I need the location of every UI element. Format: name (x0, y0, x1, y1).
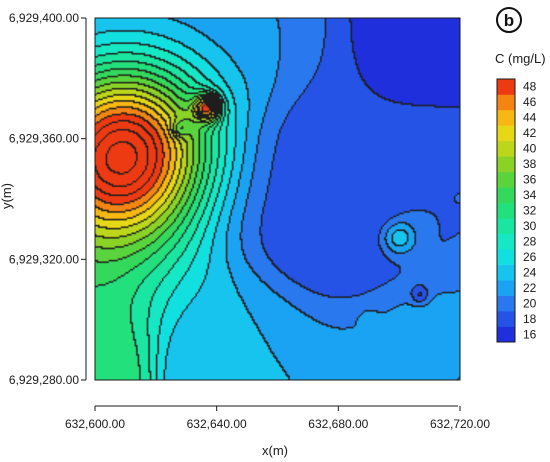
x-axis: 632,600.00 632,640.00 632,680.00 632,720.00 (65, 405, 490, 431)
colorbar-tick-label: 22 (523, 281, 537, 295)
colorbar-tick-label: 20 (523, 296, 537, 310)
y-tick-label: 6,929,280.00 (9, 373, 79, 387)
colorbar-tick-label: 44 (523, 111, 537, 125)
plot-area (94, 17, 461, 381)
colorbar-title: C (mg/L) (495, 51, 546, 66)
colorbar-tick-label: 36 (523, 173, 537, 187)
colorbar-tick-label: 28 (523, 234, 537, 248)
colorbar-band (497, 280, 515, 296)
plot-frame (94, 17, 461, 381)
panel-badge-label: b (504, 11, 514, 30)
colorbar-band (497, 79, 515, 95)
y-tick-label: 6,929,400.00 (9, 11, 79, 25)
colorbar-band (497, 311, 515, 327)
colorbar-tick-label: 16 (523, 327, 537, 341)
x-axis-label: x(m) (262, 443, 288, 458)
colorbar-tick-label: 38 (523, 157, 537, 171)
colorbar-band (497, 202, 515, 219)
x-tick-label: 632,640.00 (187, 417, 247, 431)
y-tick-label: 6,929,320.00 (9, 252, 79, 266)
colorbar-band (497, 233, 515, 250)
colorbar-tick-label: 32 (523, 204, 537, 218)
colorbar-tick-label: 26 (523, 250, 537, 264)
colorbar-band (497, 125, 515, 142)
colorbar-tick-label: 48 (523, 80, 537, 94)
colorbar-band (497, 140, 515, 157)
colorbar-tick-label: 34 (523, 188, 537, 202)
colorbar-band (497, 94, 515, 111)
colorbar-band (497, 264, 515, 281)
x-tick-label: 632,720.00 (430, 417, 490, 431)
colorbar-tick-label: 42 (523, 126, 537, 140)
colorbar-band (497, 156, 515, 173)
colorbar-band (497, 326, 515, 343)
x-tick-label: 632,680.00 (308, 417, 368, 431)
colorbar-band (497, 249, 515, 265)
colorbar-tick-label: 18 (523, 312, 537, 326)
colorbar-band (497, 171, 515, 188)
colorbar-tick-label: 40 (523, 142, 537, 156)
colorbar-tick-label: 24 (523, 265, 537, 279)
x-tick-label: 632,600.00 (65, 417, 125, 431)
y-axis-label: y(m) (0, 183, 14, 209)
colorbar-band (497, 218, 515, 235)
panel-badge: b (496, 7, 522, 33)
colorbar-tick-label: 46 (523, 95, 537, 109)
panel-badge-circle (496, 7, 522, 33)
concentration-contour-map (95, 18, 460, 380)
colorbar-band (497, 187, 515, 204)
colorbar-band (497, 295, 515, 312)
colorbar-band (497, 109, 515, 126)
y-tick-label: 6,929,360.00 (9, 132, 79, 146)
y-axis: 6,929,280.00 6,929,320.00 6,929,360.00 6,92… (9, 11, 87, 387)
colorbar-frame (496, 78, 516, 343)
colorbar-tick-label: 30 (523, 219, 537, 233)
